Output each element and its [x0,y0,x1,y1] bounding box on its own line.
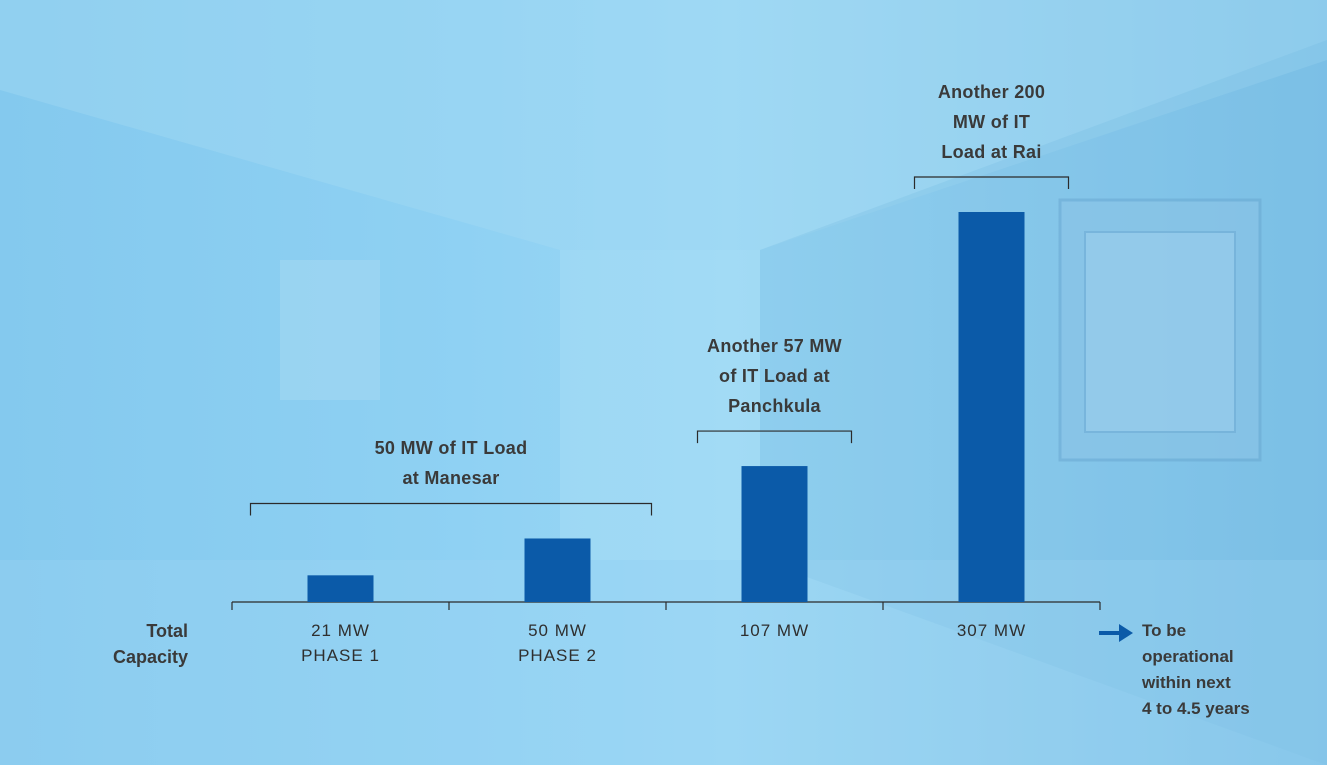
annotation-bracket-2 [696,430,853,444]
annotation-line: of IT Load at [719,366,830,387]
row-label-line-1: Total [146,621,188,641]
annotation-line: Panchkula [728,396,821,417]
tick-label-3: 107 MW [675,618,875,643]
row-label: Total Capacity [80,618,188,670]
tick-label-line: 307 MW [956,621,1027,640]
bar-1 [307,575,374,602]
bar-4 [958,212,1025,602]
tick-label-line: 107 MW [739,621,810,640]
side-note-line-3: within next [1142,673,1231,692]
annotation-bracket-1 [249,502,653,516]
row-label-line-2: Capacity [112,647,188,667]
annotation-3: Another 200 MW of IT Load at Rai [872,77,1112,167]
side-note-line-4: 4 to 4.5 years [1142,699,1250,718]
tick-label-4: 307 MW [892,618,1092,643]
tick-label-1: 21 MW PHASE 1 [241,618,441,668]
tick-label-line: PHASE 2 [518,646,597,665]
side-note-line-1: To be [1142,621,1187,640]
annotation-line: Another 200 [937,82,1046,102]
bar-2 [524,538,591,602]
tick-label-line: 50 MW [528,621,587,640]
annotation-line: Load at Rai [941,142,1042,162]
tick-label-2: 50 MW PHASE 2 [458,618,658,668]
side-note: To be operational within next 4 to 4.5 y… [1142,618,1312,722]
annotation-line: Another 57 MW [707,336,842,357]
annotation-line: MW of IT [952,112,1031,132]
right-arrow-icon [1099,624,1133,642]
annotation-bracket-3 [913,176,1070,189]
tick-label-line: 21 MW [311,621,370,640]
side-note-line-2: operational [1142,647,1234,666]
annotation-2: Another 57 MW of IT Load at Panchkula [655,331,895,421]
annotation-line: 50 MW of IT Load [374,438,528,459]
tick-label-line: PHASE 1 [301,646,380,665]
annotation-1: 50 MW of IT Load at Manesar [331,433,571,493]
annotation-line: at Manesar [402,468,500,489]
bar-3 [741,466,808,602]
